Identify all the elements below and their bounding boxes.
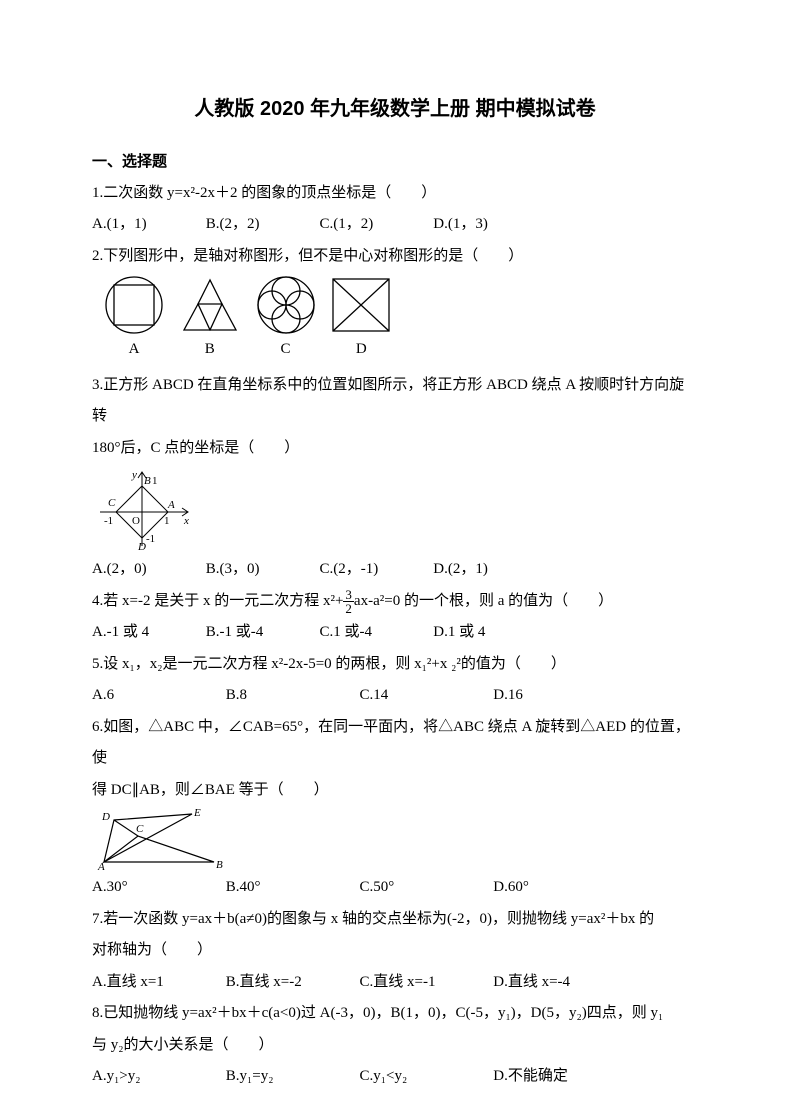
q8-text1: 8.已知抛物线 y=ax²＋bx＋c(a<0)过 A(-3，0)，B(1，0)，… [92, 998, 698, 1030]
svg-text:y: y [131, 469, 137, 481]
q1-opt-d: D.(1，3) [433, 209, 543, 241]
svg-text:D: D [101, 811, 110, 823]
q6-opt-b: B.40° [226, 872, 356, 904]
q2-label-b: B [174, 334, 246, 366]
q6-opt-a: A.30° [92, 872, 222, 904]
q7-opt-a: A.直线 x=1 [92, 967, 222, 999]
q2-fig-b [174, 274, 246, 336]
q3-opt-a: A.(2，0) [92, 554, 202, 586]
q4-opt-a: A.-1 或 4 [92, 617, 202, 649]
q5-opt-b: B.8 [226, 680, 356, 712]
svg-text:-1: -1 [104, 515, 113, 527]
q2-figures [98, 274, 698, 336]
q2-fig-d [325, 274, 397, 336]
q3-opt-c: C.(2，-1) [320, 554, 430, 586]
q3-figure: B1 C A D O x y -1 1 -1 [94, 466, 698, 552]
q1-opt-b: B.(2，2) [206, 209, 316, 241]
q1-options: A.(1，1) B.(2，2) C.(1，2) D.(1，3) [92, 209, 698, 241]
svg-text:C: C [136, 823, 144, 835]
q2-label-c: C [250, 334, 322, 366]
q7-opt-d: D.直线 x=-4 [493, 967, 623, 999]
q5-opt-d: D.16 [493, 680, 623, 712]
q1-opt-a: A.(1，1) [92, 209, 202, 241]
svg-text:-1: -1 [146, 533, 155, 545]
q3-opt-b: B.(3，0) [206, 554, 316, 586]
q1-text: 1.二次函数 y=x²-2x＋2 的图象的顶点坐标是（ ） [92, 178, 698, 210]
q6-text1: 6.如图，△ABC 中，∠CAB=65°，在同一平面内，将△ABC 绕点 A 旋… [92, 712, 698, 775]
page: 人教版 2020 年九年级数学上册 期中模拟试卷 一、选择题 1.二次函数 y=… [0, 0, 790, 1119]
svg-text:A: A [167, 499, 175, 511]
svg-text:E: E [193, 807, 201, 819]
q3-opt-d: D.(2，1) [433, 554, 543, 586]
q8-options: A.y₁>y₂ B.y₁=y₂ C.y₁<y₂ D.不能确定 [92, 1061, 698, 1093]
q3-text1: 3.正方形 ABCD 在直角坐标系中的位置如图所示，将正方形 ABCD 绕点 A… [92, 370, 698, 433]
q8-opt-c: C.y₁<y₂ [360, 1061, 490, 1093]
q6-options: A.30° B.40° C.50° D.60° [92, 872, 698, 904]
q2-fig-a [98, 274, 170, 336]
q6-opt-c: C.50° [360, 872, 490, 904]
q6-opt-d: D.60° [493, 872, 623, 904]
q8-opt-a: A.y₁>y₂ [92, 1061, 222, 1093]
q5-options: A.6 B.8 C.14 D.16 [92, 680, 698, 712]
q5-text: 5.设 x₁，x₂是一元二次方程 x²-2x-5=0 的两根，则 x₁²+x ₂… [92, 649, 698, 681]
q2-text: 2.下列图形中，是轴对称图形，但不是中心对称图形的是（ ） [92, 241, 698, 273]
q5-opt-c: C.14 [360, 680, 490, 712]
q5-opt-a: A.6 [92, 680, 222, 712]
q7-opt-c: C.直线 x=-1 [360, 967, 490, 999]
q3-text2: 180°后，C 点的坐标是（ ） [92, 433, 698, 465]
exam-title: 人教版 2020 年九年级数学上册 期中模拟试卷 [92, 88, 698, 130]
q7-text2: 对称轴为（ ） [92, 935, 698, 967]
q2-fig-c [250, 274, 322, 336]
svg-text:1: 1 [152, 475, 158, 487]
q1-opt-c: C.(1，2) [320, 209, 430, 241]
q2-label-a: A [98, 334, 170, 366]
svg-text:A: A [97, 861, 105, 872]
q4-fraction: 32 [343, 588, 354, 615]
q2-labels: A B C D [98, 334, 698, 366]
q7-text1: 7.若一次函数 y=ax＋b(a≠0)的图象与 x 轴的交点坐标为(-2，0)，… [92, 904, 698, 936]
svg-text:D: D [137, 541, 146, 552]
q4-text-a: 4.若 x=-2 是关于 x 的一元二次方程 x²+ [92, 593, 343, 609]
q4-opt-c: C.1 或-4 [320, 617, 430, 649]
q7-opt-b: B.直线 x=-2 [226, 967, 356, 999]
q4-text: 4.若 x=-2 是关于 x 的一元二次方程 x²+32ax-a²=0 的一个根… [92, 586, 698, 618]
svg-text:B: B [216, 859, 223, 871]
q7-options: A.直线 x=1 B.直线 x=-2 C.直线 x=-1 D.直线 x=-4 [92, 967, 698, 999]
q3-options: A.(2，0) B.(3，0) C.(2，-1) D.(2，1) [92, 554, 698, 586]
svg-text:O: O [132, 515, 140, 527]
q8-opt-d: D.不能确定 [493, 1061, 623, 1093]
q8-opt-b: B.y₁=y₂ [226, 1061, 356, 1093]
q8-text2: 与 y₂的大小关系是（ ） [92, 1030, 698, 1062]
q4-options: A.-1 或 4 B.-1 或-4 C.1 或-4 D.1 或 4 [92, 617, 698, 649]
q4-text-b: ax-a²=0 的一个根，则 a 的值为（ ） [354, 593, 613, 609]
q4-opt-d: D.1 或 4 [433, 617, 543, 649]
q4-opt-b: B.-1 或-4 [206, 617, 316, 649]
svg-text:B: B [144, 475, 151, 487]
svg-text:x: x [183, 515, 189, 527]
svg-text:C: C [108, 497, 116, 509]
section-heading: 一、选择题 [92, 146, 698, 178]
q6-figure: A B C D E [94, 806, 698, 872]
svg-text:1: 1 [164, 515, 170, 527]
q2-label-d: D [325, 334, 397, 366]
q6-text2: 得 DC∥AB，则∠BAE 等于（ ） [92, 775, 698, 807]
